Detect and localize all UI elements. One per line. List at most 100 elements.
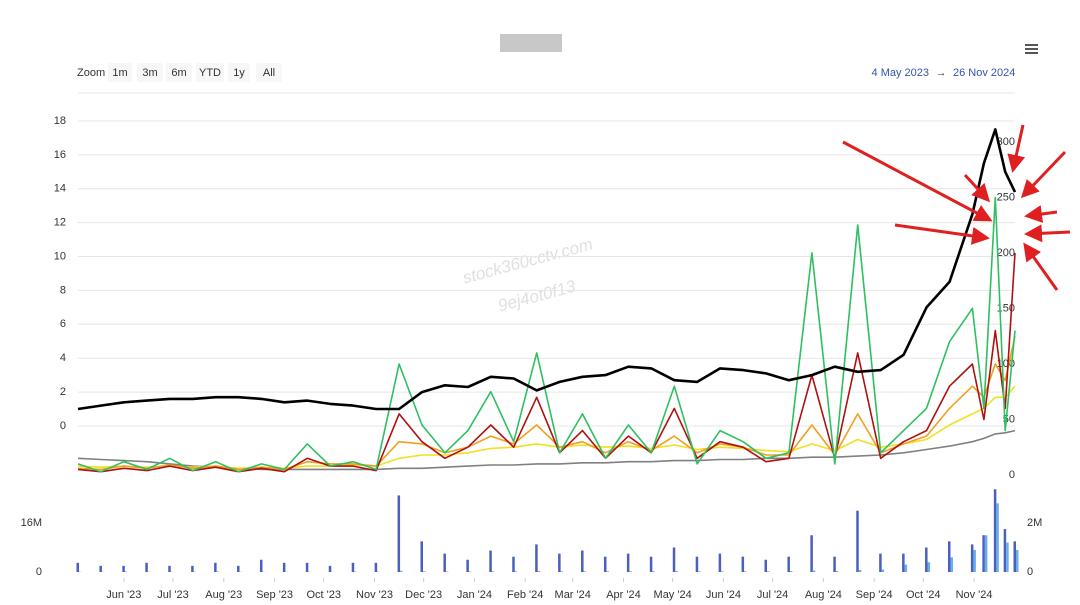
volume-bar <box>328 565 332 572</box>
volume-bar <box>560 571 564 572</box>
y2-tick-label: 0 <box>1009 469 1015 481</box>
y-tick-label: 18 <box>54 115 66 127</box>
x-tick-label: Dec '23 <box>405 589 442 601</box>
volume-bar <box>879 553 882 572</box>
volume-bar <box>237 565 240 572</box>
x-tick-label: Oct '24 <box>906 589 941 601</box>
volume-bar <box>168 565 171 572</box>
zoom-button[interactable]: 1y <box>228 63 250 82</box>
volume-bar <box>397 495 401 572</box>
range-arrow: → <box>936 67 947 79</box>
y-tick-label: 2 <box>60 386 66 398</box>
blurred-title <box>500 34 562 52</box>
zoom-button[interactable]: All <box>256 63 282 82</box>
x-tick-label: Sep '23 <box>256 589 293 601</box>
volume-bar <box>512 556 515 572</box>
zoom-button[interactable]: 6m <box>166 63 192 82</box>
volume-bar <box>789 571 793 572</box>
volume-bar <box>902 553 905 572</box>
volume-bar <box>629 571 632 572</box>
y2-tick-label: 150 <box>997 302 1015 314</box>
y-tick-label: 10 <box>54 250 66 262</box>
volume-bar <box>558 553 561 572</box>
volume-bar <box>984 535 988 572</box>
zoom-button-label[interactable]: 6m <box>171 67 186 79</box>
volume-bar <box>145 562 148 572</box>
volume-bar <box>282 562 286 572</box>
range-from: 4 May 2023 <box>872 67 929 79</box>
y-tick-label: 4 <box>60 352 66 364</box>
series-line <box>77 196 1016 473</box>
volume-bar <box>858 570 862 572</box>
volume-bar <box>514 571 518 572</box>
volume-bar <box>947 541 951 572</box>
volume-bar <box>122 565 125 572</box>
range-to: 26 Nov 2024 <box>953 67 1015 79</box>
volume-bar <box>626 553 630 572</box>
volume-bar <box>812 570 816 572</box>
volume-bar <box>491 571 495 572</box>
volume-bar <box>423 571 426 572</box>
volume-bar <box>76 562 79 572</box>
volume-bar <box>744 571 747 572</box>
volume-bar <box>927 562 931 572</box>
x-tick-label: Jan '24 <box>457 589 492 601</box>
volume-bar <box>606 571 609 572</box>
volume-bar <box>996 503 999 572</box>
y2-tick-label: 100 <box>997 358 1015 370</box>
zoom-button-label[interactable]: 3m <box>142 67 157 79</box>
watermark: 9ej4ot0f13 <box>496 276 578 315</box>
volume-bar <box>982 535 985 572</box>
volume-bar <box>583 571 587 572</box>
x-tick-label: Mar '24 <box>555 589 591 601</box>
x-tick-label: Nov '23 <box>356 589 393 601</box>
x-tick-label: Apr '24 <box>606 589 641 601</box>
volume-bar <box>400 570 403 572</box>
volume-bar <box>420 541 424 572</box>
y-tick-label: 16M <box>21 517 42 529</box>
volume-bar <box>649 556 653 572</box>
volume-bar <box>581 550 584 572</box>
y2-tick-label: 0 <box>1027 566 1033 578</box>
y-tick-label: 12 <box>54 217 66 229</box>
x-tick-label: Jun '24 <box>706 589 741 601</box>
zoom-label: Zoom <box>77 67 105 79</box>
volume-bar <box>810 535 813 572</box>
x-tick-label: Sep '24 <box>856 589 893 601</box>
zoom-button-label[interactable]: 1m <box>112 67 127 79</box>
volume-bar <box>695 556 699 572</box>
volume-bar <box>904 564 908 572</box>
x-tick-label: Feb '24 <box>507 589 543 601</box>
volume-bar <box>466 559 469 572</box>
zoom-button[interactable]: 1m <box>108 63 132 82</box>
y-tick-label: 0 <box>36 566 42 578</box>
zoom-button-label[interactable]: 1y <box>233 67 245 79</box>
y-tick-label: 0 <box>60 420 66 432</box>
y2-tick-label: 250 <box>997 191 1015 203</box>
x-tick-label: Jul '24 <box>757 589 788 601</box>
volume-bar <box>675 571 678 572</box>
x-tick-label: Jul '23 <box>157 589 188 601</box>
volume-bar <box>1006 542 1009 572</box>
volume-bar <box>835 571 839 572</box>
series-line <box>77 336 1016 471</box>
volume-bar <box>787 556 790 572</box>
volume-bar <box>833 556 836 572</box>
volume-bar <box>721 571 724 572</box>
y2-tick-label: 200 <box>997 247 1015 259</box>
volume-bar <box>993 489 997 572</box>
zoom-button-label[interactable]: YTD <box>199 67 221 79</box>
volume-bar <box>537 571 541 572</box>
volume-bar <box>856 510 859 572</box>
x-tick-label: May '24 <box>654 589 692 601</box>
zoom-button[interactable]: 3m <box>137 63 163 82</box>
zoom-button[interactable]: YTD <box>196 63 224 82</box>
volume-bar <box>305 562 309 572</box>
zoom-button-bg <box>137 63 163 82</box>
zoom-button-bg <box>256 63 282 82</box>
volume-bar <box>741 556 745 572</box>
zoom-button-label[interactable]: All <box>263 67 275 79</box>
menu-button[interactable] <box>1025 44 1038 54</box>
volume-bar <box>191 565 194 572</box>
volume-bar <box>1003 529 1007 572</box>
